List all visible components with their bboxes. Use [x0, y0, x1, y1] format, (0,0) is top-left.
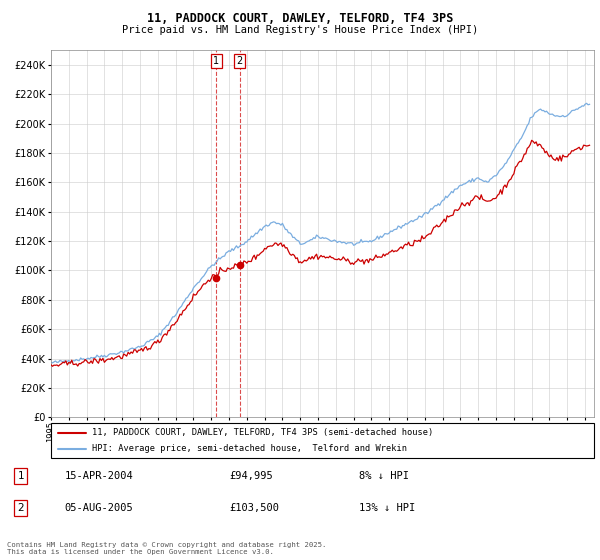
FancyBboxPatch shape [51, 423, 594, 458]
Text: HPI: Average price, semi-detached house,  Telford and Wrekin: HPI: Average price, semi-detached house,… [92, 444, 407, 453]
Text: 11, PADDOCK COURT, DAWLEY, TELFORD, TF4 3PS: 11, PADDOCK COURT, DAWLEY, TELFORD, TF4 … [147, 12, 453, 25]
Text: £103,500: £103,500 [229, 503, 280, 514]
Text: 2: 2 [236, 55, 242, 66]
Text: 15-APR-2004: 15-APR-2004 [65, 471, 134, 481]
Text: Contains HM Land Registry data © Crown copyright and database right 2025.
This d: Contains HM Land Registry data © Crown c… [7, 542, 326, 555]
Text: 2: 2 [17, 503, 24, 514]
Text: Price paid vs. HM Land Registry's House Price Index (HPI): Price paid vs. HM Land Registry's House … [122, 25, 478, 35]
Text: 1: 1 [214, 55, 220, 66]
Text: 1: 1 [17, 471, 24, 481]
Text: 11, PADDOCK COURT, DAWLEY, TELFORD, TF4 3PS (semi-detached house): 11, PADDOCK COURT, DAWLEY, TELFORD, TF4 … [92, 428, 433, 437]
Text: 13% ↓ HPI: 13% ↓ HPI [359, 503, 415, 514]
Text: £94,995: £94,995 [229, 471, 273, 481]
Text: 05-AUG-2005: 05-AUG-2005 [65, 503, 134, 514]
Text: 8% ↓ HPI: 8% ↓ HPI [359, 471, 409, 481]
